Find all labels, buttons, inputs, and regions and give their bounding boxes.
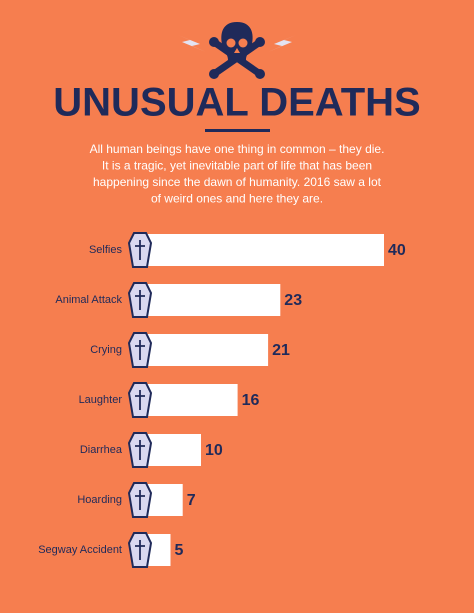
- value-label: 21: [272, 342, 290, 359]
- bar: [140, 334, 269, 366]
- description-line: happening since the dawn of humanity. 20…: [93, 175, 382, 189]
- title-underline: [205, 129, 270, 132]
- value-label: 16: [242, 392, 260, 409]
- category-label: Diarrhea: [80, 444, 123, 456]
- bar: [140, 384, 238, 416]
- value-label: 40: [388, 242, 406, 259]
- coffin-icon: [127, 482, 153, 518]
- description-line: All human beings have one thing in commo…: [90, 142, 385, 156]
- coffin-icon: [127, 382, 153, 418]
- cross: [135, 240, 145, 260]
- category-label: Hoarding: [77, 494, 122, 506]
- cross: [135, 340, 145, 360]
- chart-title: UNUSUAL DEATHS: [53, 81, 420, 125]
- category-label: Selfies: [89, 244, 123, 256]
- cross: [135, 290, 145, 310]
- category-label: Crying: [90, 344, 122, 356]
- value-label: 5: [175, 542, 184, 559]
- coffin-icon: [127, 232, 153, 268]
- cross: [135, 390, 145, 410]
- coffin-icon: [127, 532, 153, 568]
- coffin-icon: [127, 332, 153, 368]
- category-label: Segway Accident: [38, 544, 122, 556]
- coffin-icon: [127, 282, 153, 318]
- value-label: 23: [284, 292, 302, 309]
- skull-icon: [178, 22, 296, 79]
- description-line: It is a tragic, yet inevitable part of l…: [102, 159, 372, 173]
- bar: [140, 284, 281, 316]
- bar: [140, 234, 384, 266]
- category-label: Animal Attack: [55, 294, 122, 306]
- cross: [135, 490, 145, 510]
- value-label: 10: [205, 442, 223, 459]
- coffin-icon: [127, 432, 153, 468]
- value-label: 7: [187, 492, 196, 509]
- description-line: of weird ones and here they are.: [151, 192, 323, 206]
- cross: [135, 540, 145, 560]
- cross: [135, 440, 145, 460]
- category-label: Laughter: [79, 394, 123, 406]
